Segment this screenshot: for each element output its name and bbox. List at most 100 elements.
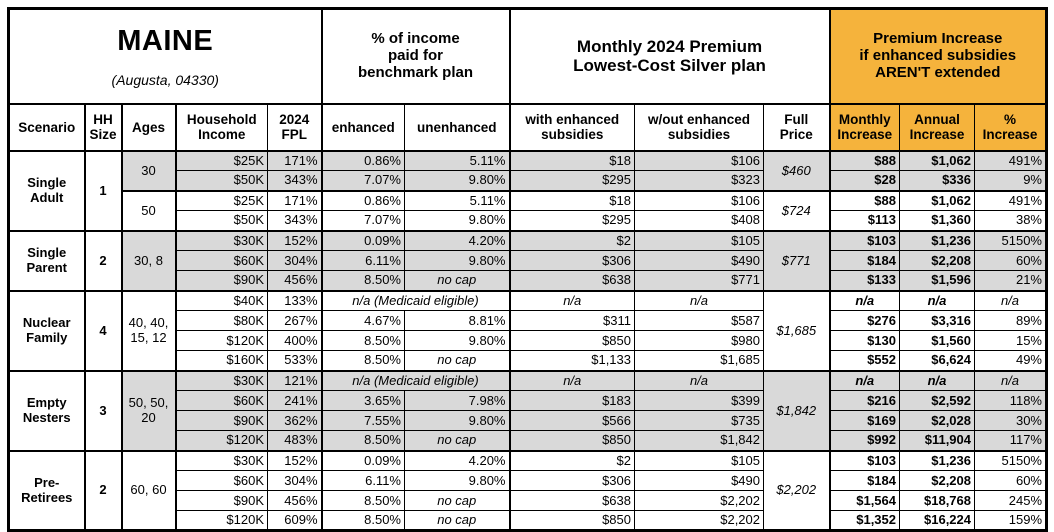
cell-pct-increase: 21% <box>974 270 1047 292</box>
cell-with-subsidies: $18 <box>508 149 635 172</box>
cell-hh-size: 3 <box>83 369 122 452</box>
scenario-label: Empty Nesters <box>8 369 85 452</box>
cell-fpl: 267% <box>267 310 322 332</box>
table-row: $50K 343% 7.07% 9.80% $295 $323 $28 $336 9% <box>9 170 1047 192</box>
column-header-row: Scenario HH Size Ages Household Income 2… <box>8 103 1047 152</box>
cell-enhanced-pct: 7.07% <box>320 210 405 232</box>
cell-monthly-increase: $1,352 <box>828 510 900 532</box>
cell-monthly-increase: $276 <box>828 310 900 332</box>
cell-with-subsidies: $306 <box>508 250 635 272</box>
cell-income: $160K <box>174 350 268 372</box>
table-row: $80K 267% 4.67% 8.81% $311 $587 $276 $3,316 89% <box>9 310 1047 332</box>
cell-income: $90K <box>174 490 268 512</box>
cell-income: $40K <box>174 289 268 312</box>
cell-income: $25K <box>174 149 268 172</box>
cell-monthly-increase: $184 <box>828 470 900 492</box>
cell-annual-increase: $6,624 <box>899 350 975 372</box>
cell-fpl: 483% <box>267 430 322 452</box>
cell-unenhanced-pct: 4.20% <box>404 449 510 472</box>
cell-fpl: 456% <box>267 490 322 512</box>
cell-with-subsidies: $295 <box>508 170 635 192</box>
table-row: Pre-Retirees 2 60, 60 $30K 152% 0.09% 4.20% $2 $… <box>8 449 1047 532</box>
cell-income: $60K <box>174 250 268 272</box>
cell-ages: 50, 50, 20 <box>120 369 176 452</box>
cell-full-price: $460 <box>763 149 830 192</box>
cell-monthly-increase: $28 <box>828 170 900 192</box>
cell-full-price: $771 <box>763 229 830 292</box>
cell-enhanced-pct: 8.50% <box>320 510 405 532</box>
cell-fpl: 400% <box>267 330 322 352</box>
cell-unenhanced-pct: 5.11% <box>404 189 510 212</box>
cell-pct-increase: 5150% <box>974 449 1047 472</box>
cell-annual-increase: $1,560 <box>899 330 975 352</box>
col-header-pct-increase: % Increase <box>974 103 1047 152</box>
col-header-with-subsidies: with enhanced subsidies <box>508 103 635 152</box>
cell-annual-increase: n/a <box>899 369 975 392</box>
cell-without-subsidies: $490 <box>634 470 764 492</box>
cell-unenhanced-pct: 9.80% <box>404 330 510 352</box>
cell-full-price: $1,842 <box>763 369 830 452</box>
cell-unenhanced-pct: 9.80% <box>404 210 510 232</box>
cell-without-subsidies: $105 <box>634 229 764 252</box>
table-row: $120K 483% 8.50% no cap $850 $1,842 $992 $11,90… <box>9 430 1047 452</box>
cell-pct-increase: n/a <box>974 369 1047 392</box>
scenario-label: Single Parent <box>8 229 85 292</box>
cell-monthly-increase: $88 <box>828 189 900 212</box>
cell-annual-increase: $2,028 <box>899 410 975 432</box>
cell-income: $30K <box>174 449 268 472</box>
cell-income: $50K <box>174 170 268 192</box>
cell-enhanced-pct: 0.09% <box>320 449 405 472</box>
cell-annual-increase: $2,208 <box>899 470 975 492</box>
cell-without-subsidies: $408 <box>634 210 764 232</box>
col-header-annual-increase: Annual Increase <box>899 103 975 152</box>
cell-pct-increase: 9% <box>974 170 1047 192</box>
cell-with-subsidies: $311 <box>508 310 635 332</box>
section-header-income-pct: % of income paid for benchmark plan <box>320 7 511 105</box>
cell-enhanced-pct: 7.55% <box>320 410 405 432</box>
cell-annual-increase: n/a <box>899 289 975 312</box>
cell-pct-increase: 159% <box>974 510 1047 532</box>
cell-fpl: 152% <box>267 449 322 472</box>
cell-without-subsidies: $771 <box>634 270 764 292</box>
cell-with-subsidies: $183 <box>508 390 635 412</box>
cell-ages: 30, 8 <box>120 229 176 292</box>
cell-annual-increase: $1,236 <box>899 449 975 472</box>
cell-monthly-increase: $992 <box>828 430 900 452</box>
cell-unenhanced-pct: 5.11% <box>404 149 510 172</box>
table-body: Single Adult 1 30 $25K 171% 0.86% 5.11% $18 $106… <box>8 149 1047 532</box>
cell-with-subsidies: $2 <box>508 229 635 252</box>
table-row: 50 $25K 171% 0.86% 5.11% $18 $106 $724 $88 $1,062… <box>9 189 1047 232</box>
table-row: Single Adult 1 30 $25K 171% 0.86% 5.11% $18 $106… <box>8 149 1047 232</box>
cell-unenhanced-pct: no cap <box>404 270 510 292</box>
cell-full-price: $2,202 <box>763 449 830 532</box>
cell-without-subsidies: $1,842 <box>634 430 764 452</box>
cell-monthly-increase: $113 <box>828 210 900 232</box>
cell-with-subsidies: $1,133 <box>508 350 635 372</box>
cell-unenhanced-pct: 9.80% <box>404 470 510 492</box>
cell-enhanced-pct: 8.50% <box>320 490 405 512</box>
cell-fpl: 609% <box>267 510 322 532</box>
cell-income: $90K <box>174 410 268 432</box>
cell-enhanced-pct: 4.67% <box>320 310 405 332</box>
col-header-scenario: Scenario <box>8 103 85 152</box>
cell-with-subsidies: $850 <box>508 510 635 532</box>
col-header-unenhanced: unenhanced <box>404 103 510 152</box>
table-row: $90K 362% 7.55% 9.80% $566 $735 $169 $2,028 30% <box>9 410 1047 432</box>
cell-income: $50K <box>174 210 268 232</box>
cell-unenhanced-pct: no cap <box>404 430 510 452</box>
cell-enhanced-pct: 0.86% <box>320 189 405 212</box>
cell-fpl: 121% <box>267 369 322 392</box>
cell-unenhanced-pct: no cap <box>404 350 510 372</box>
cell-enhanced-pct: 8.50% <box>320 350 405 372</box>
cell-annual-increase: $3,316 <box>899 310 975 332</box>
cell-fpl: 133% <box>267 289 322 312</box>
cell-fpl: 343% <box>267 210 322 232</box>
scenario-label: Nuclear Family <box>8 289 85 372</box>
cell-unenhanced-pct: 9.80% <box>404 410 510 432</box>
cell-annual-increase: $336 <box>899 170 975 192</box>
col-header-monthly-increase: Monthly Increase <box>828 103 900 152</box>
cell-without-subsidies: $2,202 <box>634 490 764 512</box>
cell-fpl: 171% <box>267 149 322 172</box>
cell-fpl: 304% <box>267 250 322 272</box>
cell-fpl: 171% <box>267 189 322 212</box>
